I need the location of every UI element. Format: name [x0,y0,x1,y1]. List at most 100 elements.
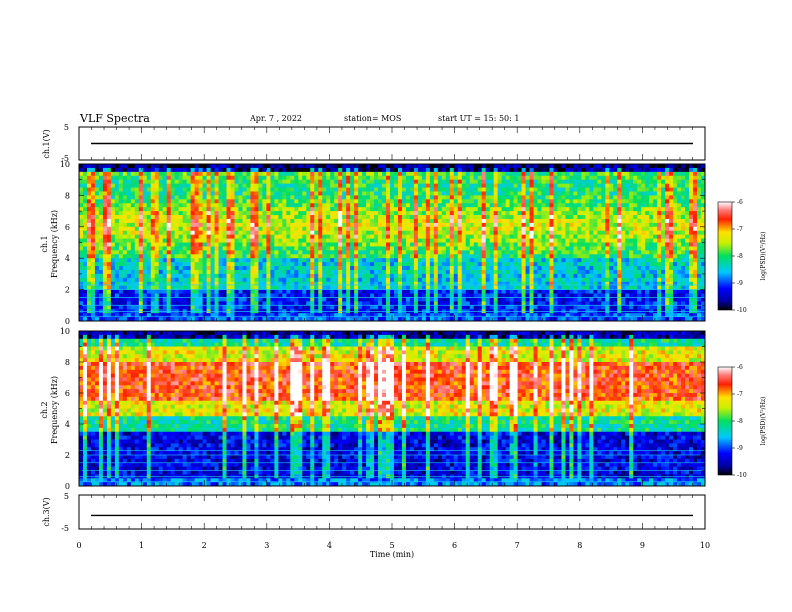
spectrogram-cell [202,242,207,247]
spectrogram-cell [322,242,327,247]
spectrogram-cell [302,207,307,212]
spectrogram-cell [354,281,359,287]
spectrogram-cell [390,226,395,232]
spectrogram-cell [433,281,439,287]
spectrogram-cell [390,246,395,251]
spectrogram-cell [218,167,223,173]
spectrogram-cell [529,285,534,291]
spectrogram-cell [210,301,215,306]
spectrogram-cell [178,195,184,200]
spectrogram-cell [481,258,487,263]
spectrogram-cell [310,250,315,255]
spectrogram-cell [417,230,423,236]
spectrogram-cell [230,164,235,169]
spectrogram-cell [174,317,180,322]
spectrogram-cell [106,226,112,232]
spectrogram-cell [489,262,495,267]
spectrogram-cell [158,258,164,263]
spectrogram-cell [178,171,184,177]
spectrogram-cell [234,218,239,224]
spectrogram-cell [270,175,275,181]
spectrogram-cell [110,164,116,169]
spectrogram-cell [401,179,407,185]
spectrogram-cell [214,250,219,255]
spectrogram-cell [238,199,243,204]
spectrogram-cell [318,281,323,287]
spectrogram-cell [298,226,303,232]
spectrogram-cell [501,289,507,294]
spectrogram-cell [557,242,562,247]
spectrogram-cell [537,226,542,232]
spectrogram-cell [290,175,295,181]
spectrogram-cell [182,203,188,208]
ch1-voltage-ytick-bottom: -5 [61,154,69,163]
spectrogram-cell [342,317,347,322]
spectrogram-cell [254,246,259,251]
spectrogram-cell [517,242,522,247]
spectrogram-cell [505,179,511,185]
spectrogram-cell [370,238,375,243]
spectrogram-cell [374,215,379,220]
spectrogram-cell [501,262,507,267]
spectrogram-cell [505,293,511,298]
spectrogram-cell [86,191,92,196]
spectrogram-cell [557,266,562,271]
spectrogram-cell [541,175,546,181]
spectrogram-cell [130,242,136,247]
spectrogram-cell [397,305,403,310]
spectrogram-cell [94,269,100,275]
spectrogram-cell [433,250,439,255]
spectrogram-cell [358,317,363,322]
spectrogram-cell [178,222,184,228]
spectrogram-cell [274,297,279,302]
spectrogram-cell [146,305,152,310]
spectrogram-cell [134,171,140,177]
spectrogram-cell [190,269,196,275]
spectrogram-cell [537,317,542,322]
spectrogram-cell [425,273,431,279]
spectrogram-cell [130,167,136,173]
spectrogram-cell [282,164,287,169]
spectrogram-cell [354,301,359,306]
spectrogram-cell [254,266,259,271]
spectrogram-cell [110,183,116,188]
spectrogram-cell [405,191,411,196]
spectrogram-cell [222,187,227,192]
spectrogram-cell [533,234,538,239]
spectrogram-cell [417,218,423,224]
spectrogram-cell [549,277,554,283]
spectrogram-cell [142,246,148,251]
spectrogram-cell [190,262,196,267]
spectrogram-cell [306,254,311,259]
spectrogram-cell [433,313,439,318]
spectrogram-cell [501,179,507,185]
spectrogram-cell [409,293,415,298]
spectrogram-cell [202,277,207,283]
spectrogram-cell [537,218,542,224]
spectrogram-cell [457,258,463,263]
spectrogram-cell [86,226,92,232]
spectrogram-cell [393,254,399,259]
spectrogram-cell [401,238,407,243]
spectrogram-cell [146,222,152,228]
spectrogram-cell [409,215,415,220]
spectrogram-cell [533,317,538,322]
spectrogram-cell [493,199,499,204]
spectrogram-cell [174,218,180,224]
spectrogram-cell [362,191,367,196]
spectrogram-cell [509,258,515,263]
spectrogram-cell [166,191,172,196]
spectrogram-cell [509,195,515,200]
spectrogram-cell [521,171,526,177]
spectrogram-cell [122,293,128,298]
spectrogram-cell [318,269,323,275]
spectrogram-cell [533,258,538,263]
spectrogram-cell [162,277,168,283]
spectrogram-cell [485,230,491,236]
spectrogram-cell [501,281,507,287]
spectrogram-cell [525,222,530,228]
spectrogram-cell [437,175,443,181]
spectrogram-cell [453,297,459,302]
spectrogram-cell [274,211,279,216]
spectrogram-cell [206,238,211,243]
